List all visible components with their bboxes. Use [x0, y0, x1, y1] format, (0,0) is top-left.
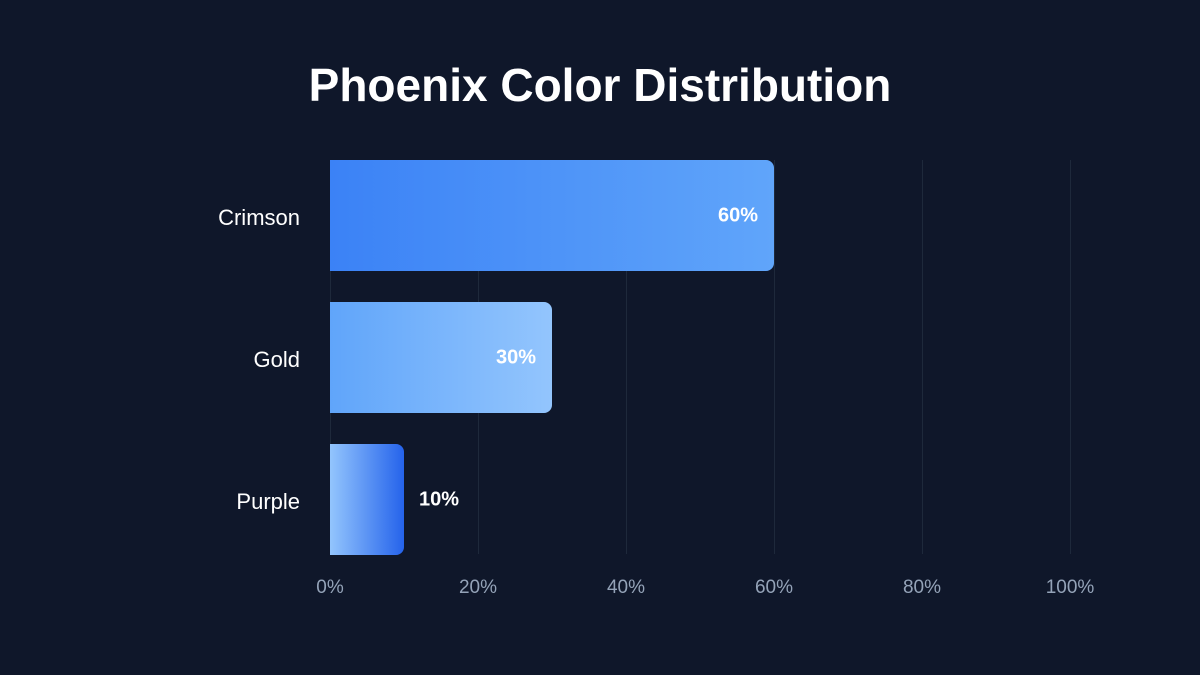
x-tick: 20% [458, 577, 498, 598]
chart-title: Phoenix Color Distribution [308, 59, 892, 111]
bar-value-label: 30% [495, 346, 536, 368]
category-label: Crimson [218, 205, 300, 230]
plot-area: 60% 30% 10% [330, 160, 1071, 555]
gridline [774, 160, 775, 554]
x-tick: 60% [754, 577, 794, 598]
category-label: Gold [253, 347, 300, 372]
x-tick: 0% [316, 577, 344, 598]
gridline [626, 160, 627, 554]
gridline [922, 160, 923, 554]
x-tick: 80% [902, 577, 942, 598]
bar-crimson: 60% [330, 160, 774, 271]
category-label: Purple [236, 489, 300, 514]
bar-purple: 10% [330, 444, 459, 555]
bar-value-label: 60% [717, 204, 758, 226]
bar-gold: 30% [330, 302, 552, 413]
x-tick: 100% [1045, 577, 1095, 598]
gridline [1070, 160, 1071, 554]
x-tick: 40% [606, 577, 646, 598]
bar-value-label: 10% [419, 488, 460, 510]
